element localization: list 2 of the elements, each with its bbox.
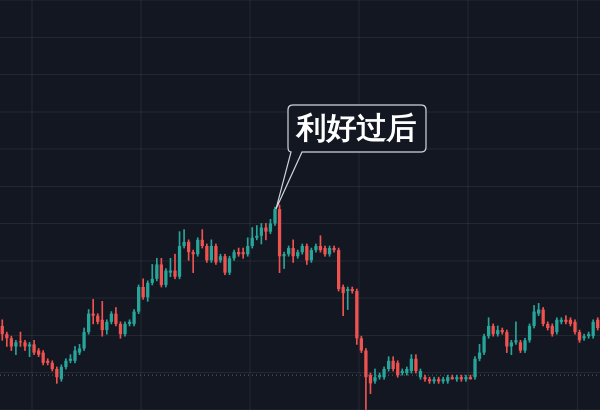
candlestick — [18, 332, 22, 347]
text: 利好过后 — [294, 110, 418, 148]
